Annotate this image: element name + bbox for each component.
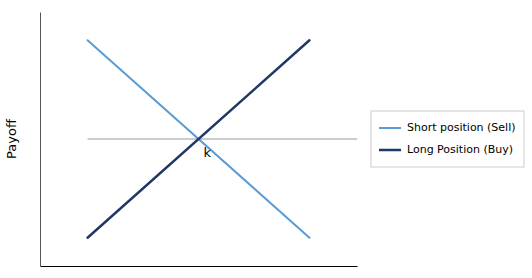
y-axis-line [40,13,41,267]
series-line [88,40,310,238]
annotation: k [204,145,212,160]
y-axis-title: Payoff [4,118,19,159]
legend-item: Long Position (Buy) [379,143,513,156]
marks [88,40,357,238]
legend: Short position (Sell) Long Position (Buy) [371,111,524,167]
legend-item: Short position (Sell) [379,121,516,134]
legend-label: Short position (Sell) [407,121,516,134]
legend-label: Long Position (Buy) [407,143,513,156]
reference-line [88,139,357,140]
plot: k [41,13,358,267]
chart: k Payoff Short position (Sell) Long Positio… [0,0,532,278]
x-axis-line [41,266,358,267]
y-axis [40,13,41,267]
x-axis [41,266,358,267]
legend-swatch [379,127,401,129]
legend-swatch [379,149,401,152]
legend-frame [371,111,524,167]
series-line [88,40,310,238]
